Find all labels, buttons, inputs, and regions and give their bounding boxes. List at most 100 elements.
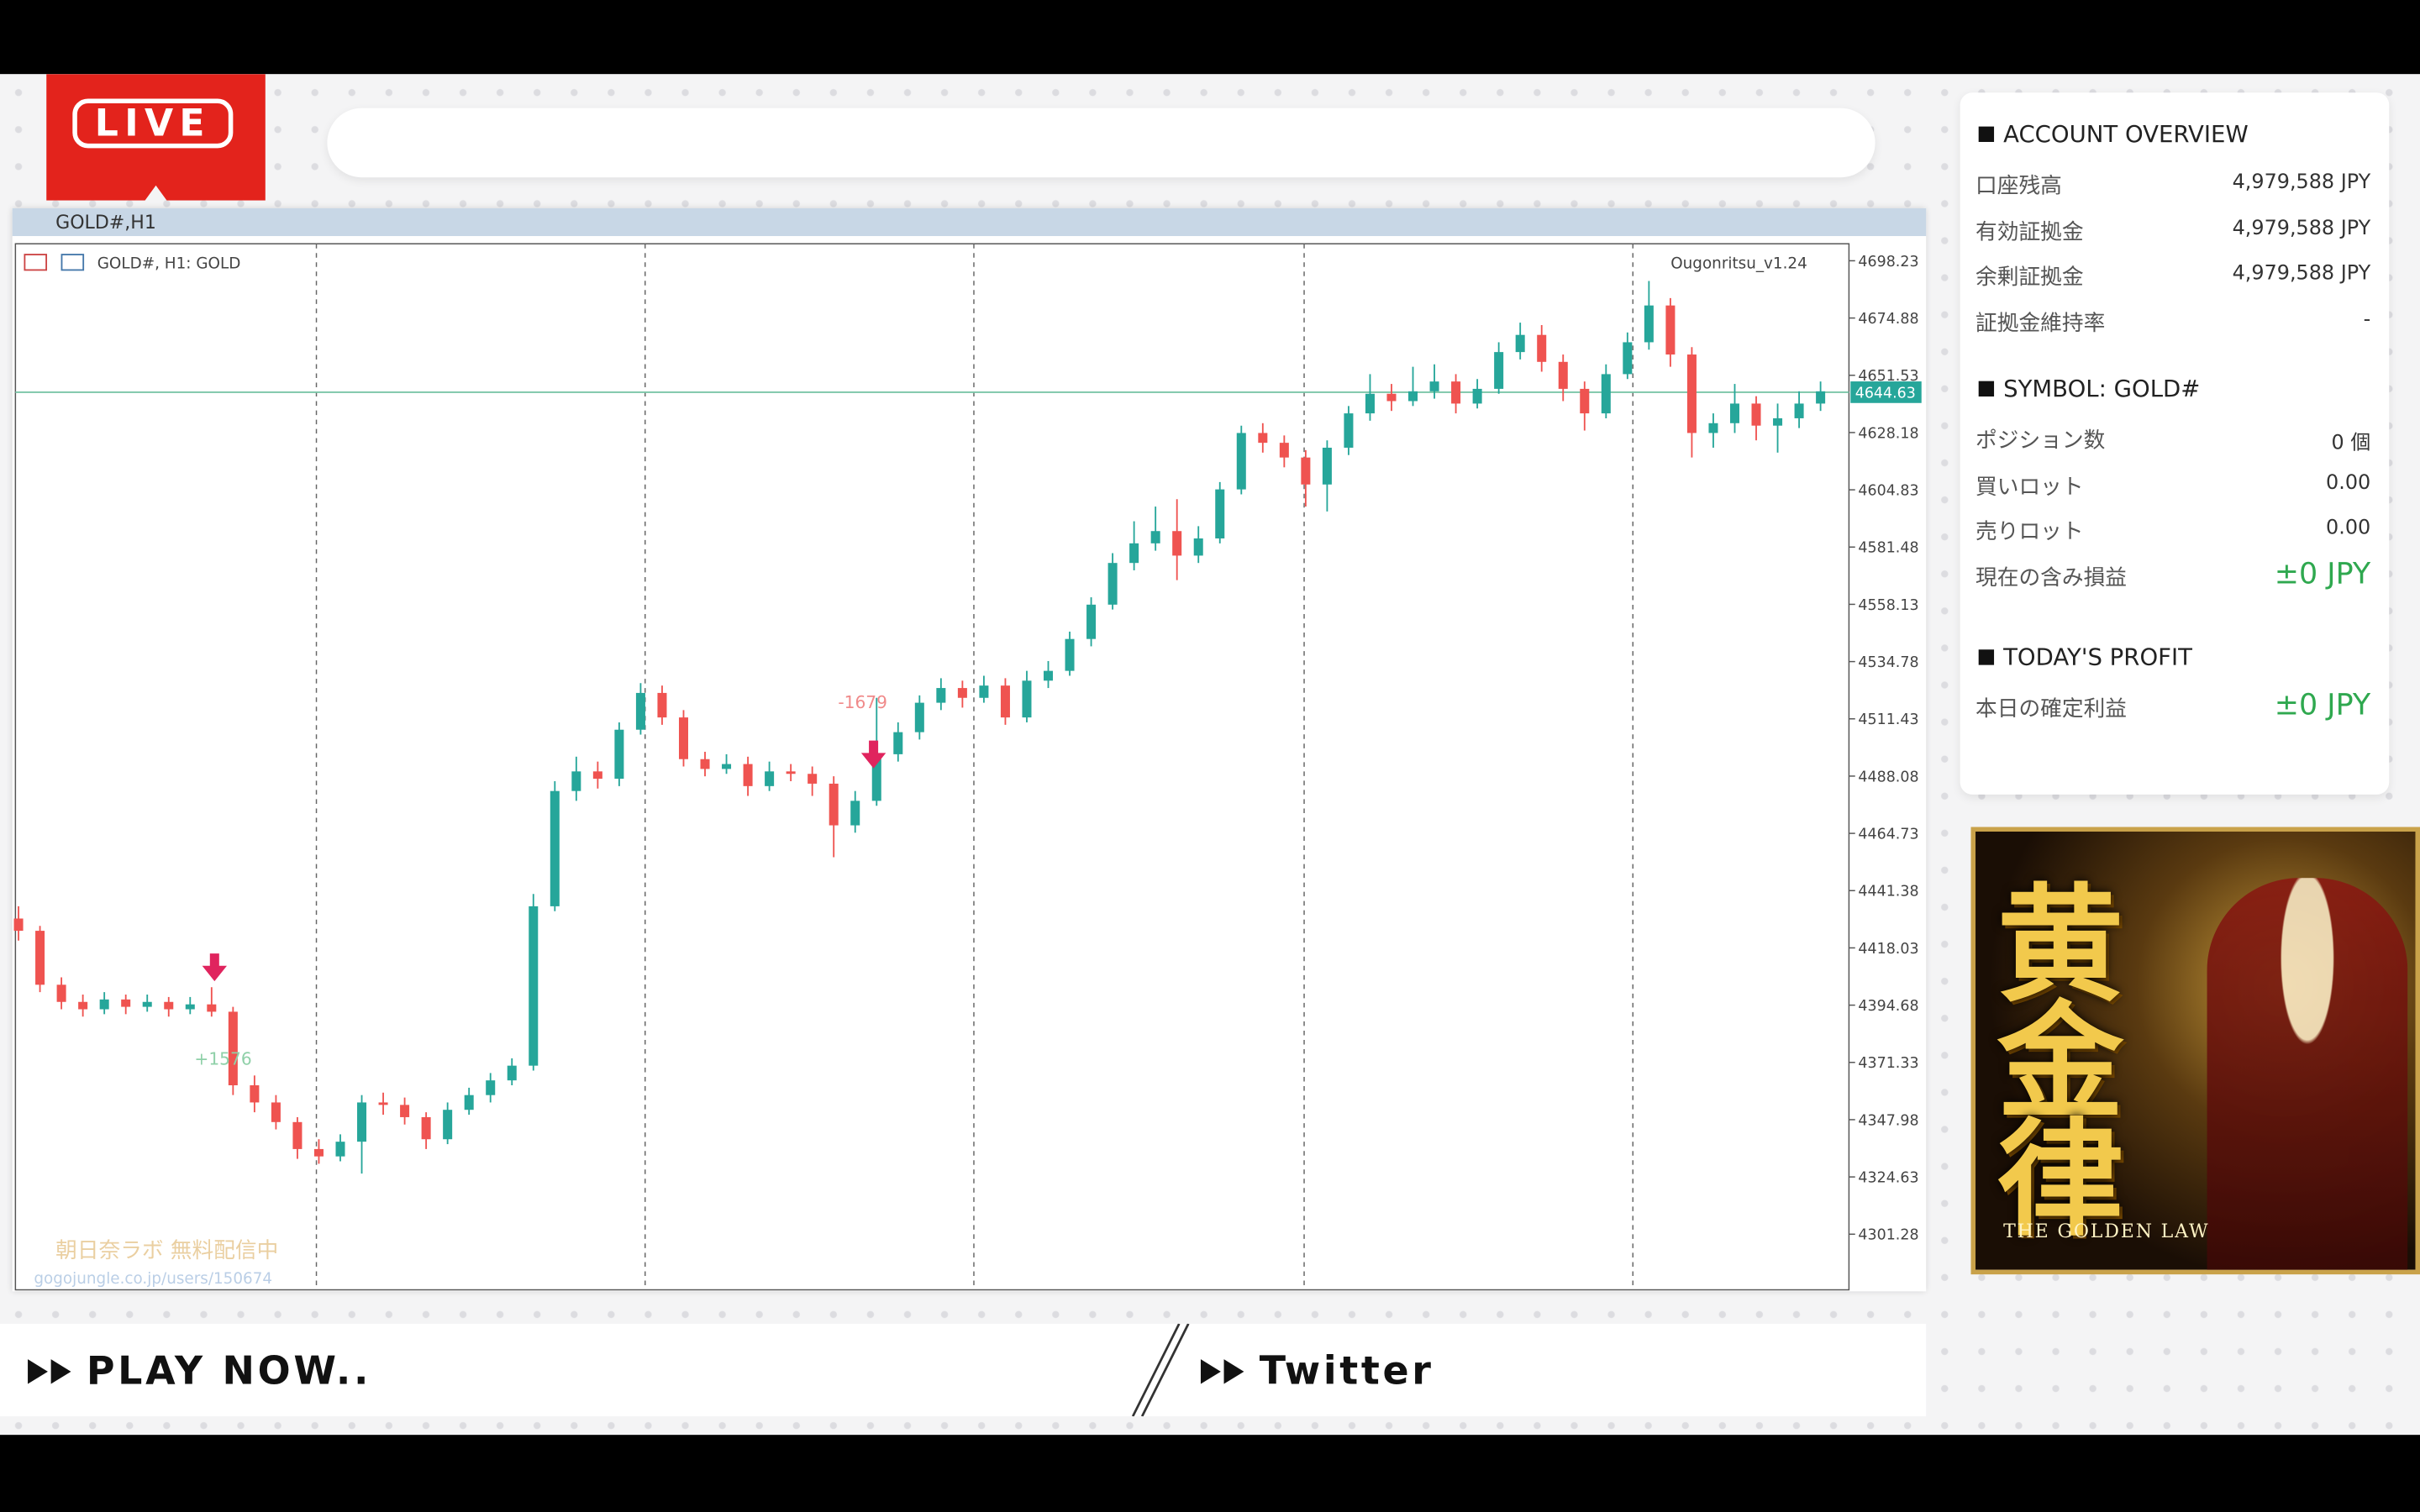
signal-arrow — [202, 953, 228, 982]
candle-body — [678, 717, 689, 759]
y-tick-label: 4464.73 — [1858, 827, 1918, 843]
candle-body — [35, 931, 45, 985]
row-label: 売りロット — [1975, 519, 2084, 545]
candle-body — [378, 1102, 388, 1105]
candle-body — [592, 771, 602, 780]
section-header: ACCOUNT OVERVIEW — [1979, 120, 2249, 148]
candle-body — [228, 1011, 238, 1086]
candle-body — [1279, 443, 1289, 458]
candle-body — [1215, 489, 1225, 538]
symbol-label: GOLD#, H1: GOLD — [97, 255, 241, 273]
annotation: +1576 — [194, 1048, 251, 1068]
candle-body — [893, 732, 903, 754]
y-tick-label: 4558.13 — [1858, 597, 1918, 614]
y-tick-label: 4628.18 — [1858, 425, 1918, 442]
section-header: TODAY'S PROFIT — [1979, 643, 2192, 671]
y-tick-label: 4371.33 — [1858, 1055, 1918, 1072]
y-tick-label: 4394.68 — [1858, 998, 1918, 1015]
candle-body — [614, 729, 624, 780]
candle-body — [571, 771, 581, 791]
candle-body — [1408, 391, 1418, 402]
banner-title: 黄金律 — [1996, 871, 2124, 1255]
y-tick-label: 4301.28 — [1858, 1227, 1918, 1244]
banner-figure — [2207, 878, 2408, 1270]
y-tick-label: 4488.08 — [1858, 769, 1918, 785]
row-value: 0.00 — [2326, 517, 2371, 540]
candle-body — [56, 984, 66, 1002]
live-badge: LIVE — [46, 74, 266, 201]
candle-body — [1537, 334, 1547, 362]
candle-body — [1751, 403, 1761, 426]
candle-body — [1193, 538, 1203, 556]
y-tick-label: 4674.88 — [1858, 311, 1918, 328]
candle-body — [142, 1001, 152, 1007]
row-label: 買いロット — [1975, 474, 2084, 500]
row-value: 4,979,588 JPY — [2232, 171, 2371, 195]
row-label: 本日の確定利益 — [1975, 697, 2128, 722]
candle-body — [313, 1148, 324, 1157]
candle-body — [335, 1142, 345, 1157]
candle-body — [400, 1105, 410, 1117]
indicator-label: Ougonritsu_v1.24 — [1670, 255, 1807, 273]
candle-body — [357, 1102, 367, 1142]
row-value: ±0 JPY — [2274, 556, 2371, 591]
row-label: 現在の含み損益 — [1975, 565, 2128, 591]
candle-body — [1729, 403, 1740, 423]
candle-body — [421, 1116, 431, 1140]
y-tick-label: 4511.43 — [1858, 711, 1918, 728]
row-label: ポジション数 — [1975, 428, 2106, 454]
chart-icon — [24, 254, 48, 271]
candle-body — [635, 692, 645, 730]
row-label: 口座残高 — [1975, 174, 2062, 199]
play-now: PLAY NOW.. — [28, 1348, 372, 1394]
candle-body — [185, 1004, 195, 1010]
candle-body — [99, 999, 109, 1010]
candle-body — [914, 702, 924, 732]
candle-body — [13, 918, 24, 932]
candle-body — [850, 801, 860, 826]
candle-body — [808, 774, 818, 784]
row-value: 0 個 — [2331, 432, 2371, 455]
row-value: 4,979,588 JPY — [2232, 262, 2371, 286]
watermark: 朝日奈ラボ 無料配信中 — [55, 1238, 278, 1263]
candle-body — [1322, 447, 1332, 485]
chart-icon — [60, 254, 85, 271]
row-value: 4,979,588 JPY — [2232, 217, 2371, 240]
candle-body — [164, 1001, 174, 1010]
candle-body — [1665, 305, 1676, 355]
candle-body — [1386, 393, 1397, 402]
candle-body — [529, 906, 539, 1066]
candle-body — [786, 771, 796, 774]
y-tick-label: 4347.98 — [1858, 1112, 1918, 1129]
candle-body — [722, 764, 732, 769]
candle-body — [957, 688, 967, 698]
plot-area — [14, 243, 1850, 1291]
y-tick-label: 4534.78 — [1858, 654, 1918, 671]
candle-body — [486, 1080, 496, 1095]
twitter-text[interactable]: Twitter — [1259, 1348, 1434, 1394]
live-text: LIVE — [72, 98, 234, 149]
play-now-text: PLAY NOW.. — [86, 1348, 372, 1394]
candle-body — [1794, 403, 1804, 418]
candle-body — [78, 1001, 88, 1010]
candle-body — [1623, 342, 1633, 375]
account-panel: ACCOUNT OVERVIEW 口座残高 4,979,588 JPY 有効証拠金 4,… — [1960, 92, 2390, 795]
candle-body — [1365, 393, 1375, 414]
chart: GOLD#, H1: GOLD Ougonritsu_v1.24 4698.23 46… — [13, 243, 1922, 1291]
candle-body — [700, 759, 710, 769]
twitter[interactable]: Twitter — [1200, 1348, 1434, 1394]
candle-body — [207, 1004, 217, 1012]
banner-image: 黄金律 THE GOLDEN LAW — [1970, 827, 2420, 1275]
candle-body — [464, 1095, 474, 1110]
chart-window-title: GOLD#,H1 — [12, 207, 1927, 237]
row-label: 証拠金維持率 — [1975, 311, 2106, 336]
banner-subtitle: THE GOLDEN LAW — [2003, 1220, 2210, 1242]
section-header: SYMBOL: GOLD# — [1979, 375, 2200, 402]
candle-body — [1601, 374, 1611, 414]
annotation: -1679 — [838, 692, 887, 712]
candle-body — [1644, 305, 1654, 343]
candle-body — [1301, 457, 1311, 485]
candle-body — [1494, 352, 1504, 389]
candle-body — [1086, 604, 1097, 639]
